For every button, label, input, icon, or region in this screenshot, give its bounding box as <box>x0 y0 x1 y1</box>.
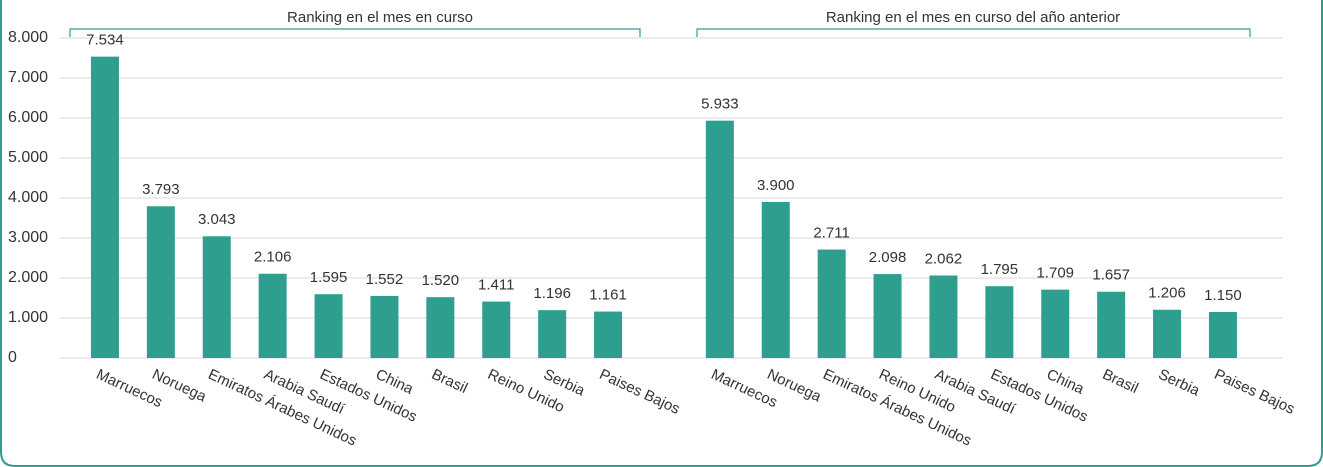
value-label: 2.062 <box>925 250 963 267</box>
bar <box>705 120 734 359</box>
value-label: 1.657 <box>1092 267 1130 284</box>
value-label: 3.900 <box>757 177 795 194</box>
value-label: 3.793 <box>142 181 180 198</box>
bar <box>761 202 790 358</box>
y-tick-label: 7.000 <box>8 69 48 86</box>
x-tick-label: Brasil <box>1100 366 1141 397</box>
x-tick-label: Paises Bajos <box>597 366 683 418</box>
value-label: 5.933 <box>701 96 739 113</box>
value-label: 1.795 <box>981 261 1019 278</box>
bar <box>929 275 958 358</box>
bar <box>985 286 1014 358</box>
y-tick-label: 2.000 <box>8 269 48 286</box>
y-tick-label: 1.000 <box>8 309 48 326</box>
bar <box>146 206 175 358</box>
bar <box>817 249 846 358</box>
bar <box>1208 312 1237 358</box>
bar <box>594 311 623 358</box>
x-tick-label: Paises Bajos <box>1212 366 1298 418</box>
value-label: 1.709 <box>1036 265 1074 282</box>
group-title: Ranking en el mes en curso <box>287 9 473 26</box>
y-tick-label: 0 <box>8 349 17 366</box>
bar <box>370 295 399 358</box>
value-label: 7.534 <box>86 32 124 49</box>
value-label: 1.161 <box>589 287 627 304</box>
bar <box>90 56 119 358</box>
value-label: 2.106 <box>254 249 292 266</box>
y-tick-label: 6.000 <box>8 109 48 126</box>
value-label: 1.196 <box>533 285 571 302</box>
y-tick-label: 4.000 <box>8 189 48 206</box>
bar <box>258 273 287 358</box>
bar <box>1153 309 1182 358</box>
bar <box>482 301 511 358</box>
y-tick-label: 8.000 <box>8 29 48 46</box>
y-tick-label: 3.000 <box>8 229 48 246</box>
value-label: 1.595 <box>310 269 348 286</box>
bar <box>538 310 567 358</box>
bar <box>873 274 902 358</box>
value-label: 3.043 <box>198 211 236 228</box>
x-tick-label: Serbia <box>1156 366 1203 400</box>
group-bracket <box>69 28 641 37</box>
value-label: 1.206 <box>1148 285 1186 302</box>
bar <box>1097 291 1126 358</box>
bar <box>1041 289 1070 358</box>
group-title: Ranking en el mes en curso del año anter… <box>826 9 1120 26</box>
value-label: 1.411 <box>478 277 514 294</box>
x-tick-label: Brasil <box>429 366 470 397</box>
bar <box>426 297 455 358</box>
value-label: 1.552 <box>366 271 404 288</box>
bar <box>314 294 343 358</box>
value-label: 1.150 <box>1204 287 1242 304</box>
y-tick-label: 5.000 <box>8 149 48 166</box>
value-label: 2.098 <box>869 249 907 266</box>
value-label: 1.520 <box>422 272 460 289</box>
value-label: 2.711 <box>813 225 849 242</box>
group-bracket <box>696 28 1251 37</box>
bar <box>202 236 231 358</box>
